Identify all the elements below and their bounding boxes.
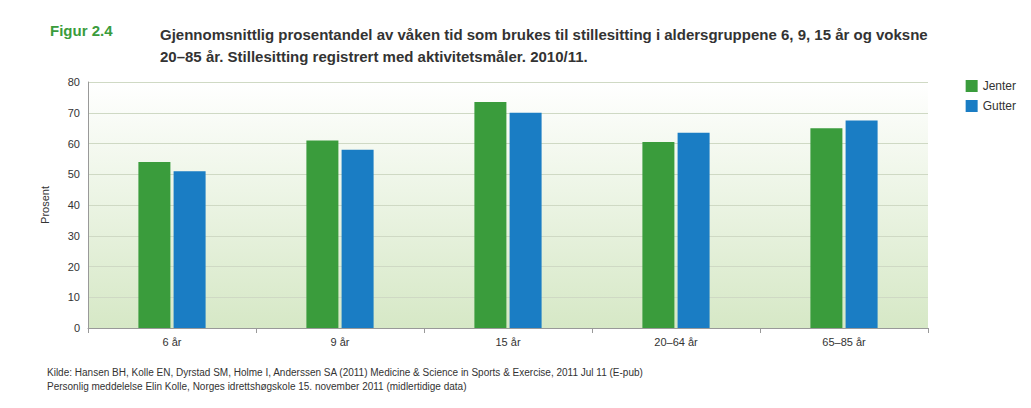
svg-text:30: 30 <box>68 230 80 242</box>
svg-text:Prosent: Prosent <box>39 186 51 224</box>
svg-text:10: 10 <box>68 291 80 303</box>
svg-text:65–85 år: 65–85 år <box>822 336 866 348</box>
svg-text:20–85 år. Stillesitting regist: 20–85 år. Stillesitting registrert med a… <box>160 48 588 65</box>
svg-text:40: 40 <box>68 199 80 211</box>
svg-text:Jenter: Jenter <box>983 79 1016 93</box>
svg-text:Figur 2.4: Figur 2.4 <box>50 22 113 39</box>
svg-text:20: 20 <box>68 261 80 273</box>
svg-text:6 år: 6 år <box>163 336 182 348</box>
svg-text:Gutter: Gutter <box>983 99 1016 113</box>
svg-text:Gjennomsnittlig prosentandel a: Gjennomsnittlig prosentandel av våken ti… <box>160 26 932 43</box>
svg-text:60: 60 <box>68 138 80 150</box>
svg-text:80: 80 <box>68 76 80 88</box>
svg-text:Kilde: Hansen BH, Kolle EN, Dy: Kilde: Hansen BH, Kolle EN, Dyrstad SM, … <box>47 367 643 378</box>
svg-text:Personlig meddelelse Elin Koll: Personlig meddelelse Elin Kolle, Norges … <box>47 381 466 392</box>
svg-text:15 år: 15 år <box>495 336 520 348</box>
svg-text:50: 50 <box>68 168 80 180</box>
svg-text:20–64 år: 20–64 år <box>654 336 698 348</box>
svg-text:70: 70 <box>68 107 80 119</box>
svg-text:9 år: 9 år <box>331 336 350 348</box>
svg-text:0: 0 <box>74 322 80 334</box>
